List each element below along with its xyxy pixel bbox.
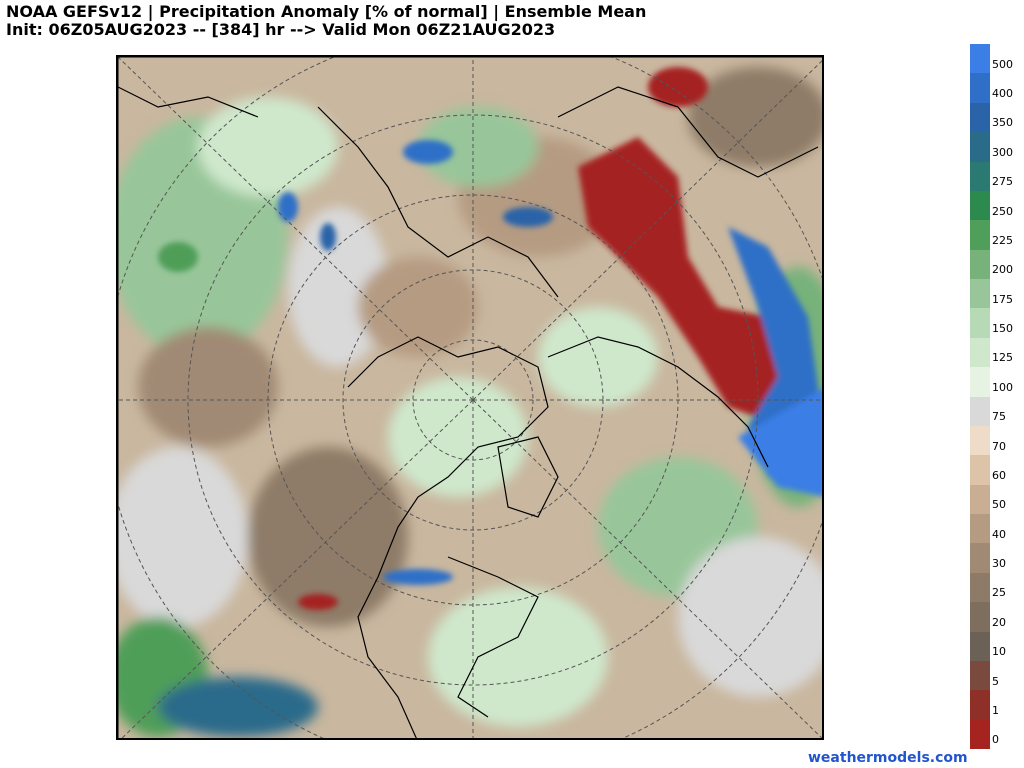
colorbar-tick-label: 40	[992, 527, 1006, 541]
colorbar-swatch	[970, 425, 990, 456]
colorbar-swatch	[970, 102, 990, 133]
colorbar-swatch	[970, 44, 990, 74]
strong-anomaly-field	[158, 67, 822, 610]
colorbar-swatch	[970, 279, 990, 309]
colorbar-swatch	[970, 602, 990, 632]
precipitation-anomaly-map	[116, 55, 824, 740]
colorbar-swatch	[970, 543, 990, 573]
colorbar-swatch	[970, 190, 990, 221]
colorbar-tick-label: 125	[992, 351, 1013, 365]
title-line-2: Init: 06Z05AUG2023 -- [384] hr --> Valid…	[6, 20, 556, 39]
colorbar-tick-label: 225	[992, 233, 1013, 247]
map-title: NOAA GEFSv12 | Precipitation Anomaly [% …	[6, 3, 646, 39]
colorbar-swatch	[970, 690, 990, 720]
colorbar-tick-label: 300	[992, 145, 1013, 159]
colorbar-tick-label: 1	[992, 703, 999, 717]
colorbar	[970, 44, 990, 749]
colorbar-swatch	[970, 220, 990, 250]
colorbar-tick-label: 25	[992, 586, 1006, 600]
colorbar-tick-label: 150	[992, 322, 1013, 336]
anomaly-field	[118, 67, 822, 737]
colorbar-tick-label: 250	[992, 204, 1013, 218]
colorbar-labels: 500 400 350 300 275 250 225 200 175 150 125 100 75 70…	[992, 44, 1022, 749]
watermark: weathermodels.com	[808, 750, 968, 766]
colorbar-tick-label: 20	[992, 615, 1006, 629]
colorbar-tick-label: 50	[992, 498, 1006, 512]
colorbar-tick-label: 275	[992, 175, 1013, 189]
colorbar-swatch	[970, 631, 990, 661]
graticule	[118, 57, 822, 738]
colorbar-tick-label: 100	[992, 380, 1013, 394]
colorbar-swatch	[970, 484, 990, 514]
colorbar-swatch	[970, 572, 990, 603]
colorbar-swatch	[970, 249, 990, 279]
colorbar-tick-label: 5	[992, 674, 999, 688]
title-line-1: NOAA GEFSv12 | Precipitation Anomaly [% …	[6, 2, 647, 21]
colorbar-swatch	[970, 337, 990, 368]
coastlines	[118, 86, 819, 738]
colorbar-tick-label: 350	[992, 116, 1013, 130]
colorbar-tick-label: 30	[992, 557, 1006, 571]
colorbar-swatch	[970, 161, 990, 191]
map-canvas	[118, 57, 822, 738]
colorbar-swatch	[970, 455, 990, 485]
colorbar-tick-label: 500	[992, 57, 1013, 71]
colorbar-tick-label: 400	[992, 87, 1013, 101]
colorbar-tick-label: 200	[992, 263, 1013, 277]
colorbar-tick-label: 60	[992, 468, 1006, 482]
colorbar-swatch	[970, 132, 990, 162]
colorbar-tick-label: 0	[992, 733, 999, 747]
colorbar-swatch	[970, 396, 990, 426]
colorbar-swatch	[970, 73, 990, 103]
colorbar-swatch	[970, 514, 990, 544]
colorbar-swatch	[970, 660, 990, 691]
colorbar-swatch	[970, 367, 990, 397]
colorbar-tick-label: 75	[992, 410, 1006, 424]
colorbar-tick-label: 70	[992, 439, 1006, 453]
colorbar-swatch	[970, 719, 990, 749]
colorbar-swatch	[970, 308, 990, 338]
colorbar-tick-label: 10	[992, 645, 1006, 659]
colorbar-tick-label: 175	[992, 292, 1013, 306]
